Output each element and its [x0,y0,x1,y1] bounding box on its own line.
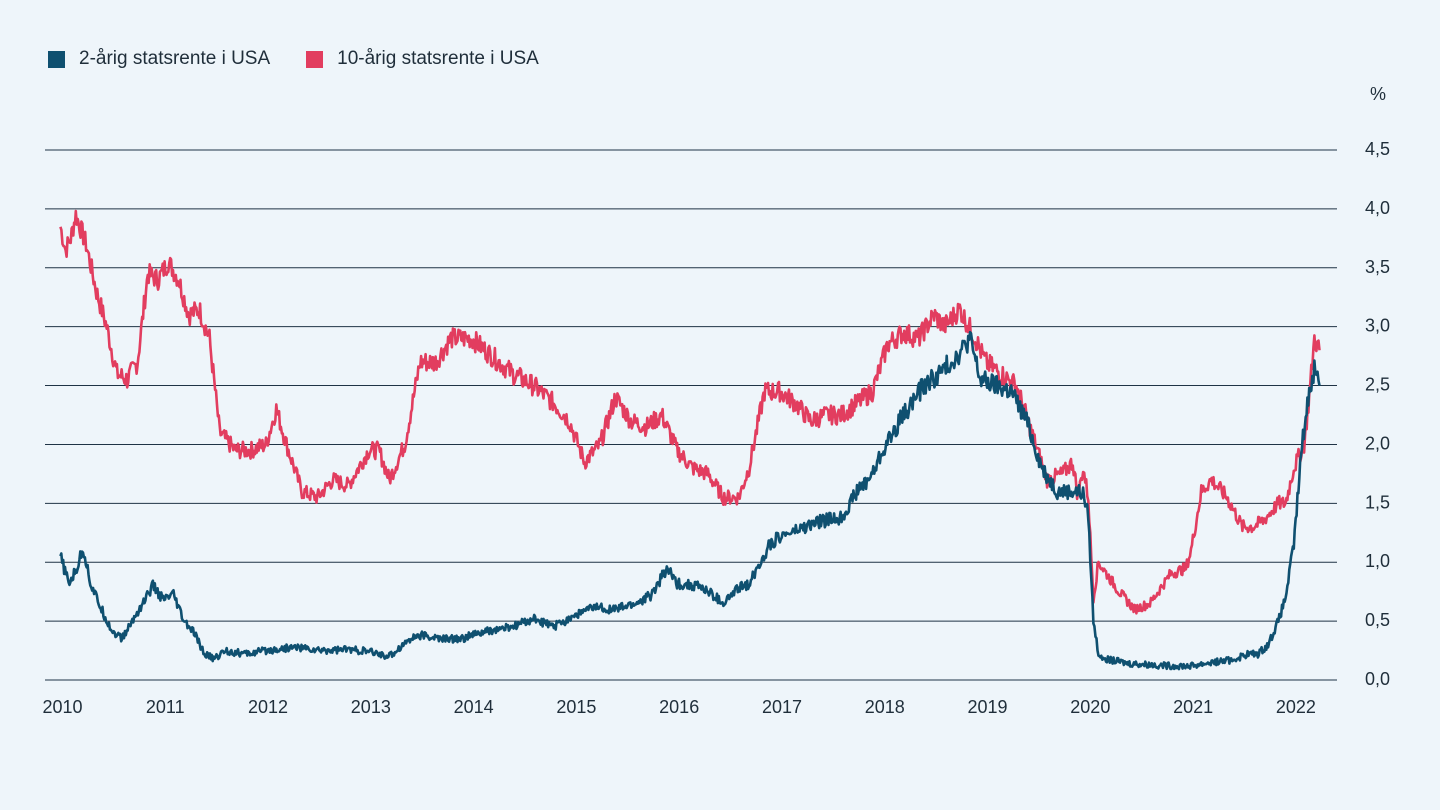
y-axis-unit: % [1370,84,1386,104]
y-tick-label: 4,0 [1365,198,1390,218]
x-axis-ticks: 2010 2011 2012 2013 2014 2015 2016 2017 2018 2019… [42,697,1315,717]
legend-swatch-10y [306,50,324,68]
y-tick-label: 1,0 [1365,551,1390,571]
x-tick-label: 2019 [968,697,1008,717]
legend-item-10y: 10-årig statsrente i USA [306,48,539,70]
x-tick-label: 2016 [659,697,699,717]
x-tick-label: 2022 [1276,697,1316,717]
x-tick-label: 2013 [351,697,391,717]
x-tick-label: 2015 [556,697,596,717]
legend: 2-årig statsrente i USA 10-årig statsren… [48,48,539,70]
x-tick-label: 2020 [1070,697,1110,717]
y-tick-label: 3,0 [1365,316,1390,336]
y-tick-label: 1,5 [1365,492,1390,512]
legend-label-2y: 2-årig statsrente i USA [79,48,271,69]
legend-label-10y: 10-årig statsrente i USA [337,48,539,69]
x-tick-label: 2021 [1173,697,1213,717]
y-tick-label: 2,0 [1365,433,1390,453]
series-lines [59,209,1321,671]
x-tick-label: 2010 [42,697,82,717]
series-line-2y [59,330,1321,671]
y-tick-label: 4,5 [1365,139,1390,159]
y-tick-label: 0,0 [1365,669,1390,689]
x-tick-label: 2011 [146,697,185,717]
y-tick-label: 3,5 [1365,257,1390,277]
grid-lines [45,149,1337,681]
series-line-10y [59,209,1321,615]
x-tick-label: 2018 [865,697,905,717]
x-tick-label: 2017 [762,697,802,717]
legend-item-2y: 2-årig statsrente i USA [48,48,270,70]
x-tick-label: 2012 [248,697,288,717]
legend-swatch-2y [48,50,65,68]
x-tick-label: 2014 [454,697,494,717]
y-tick-label: 2,5 [1365,375,1390,395]
y-axis-ticks: 0,0 0,5 1,0 1,5 2,0 2,5 3,0 3,5 4,0 4,5 [1365,139,1390,689]
y-tick-label: 0,5 [1365,610,1390,630]
